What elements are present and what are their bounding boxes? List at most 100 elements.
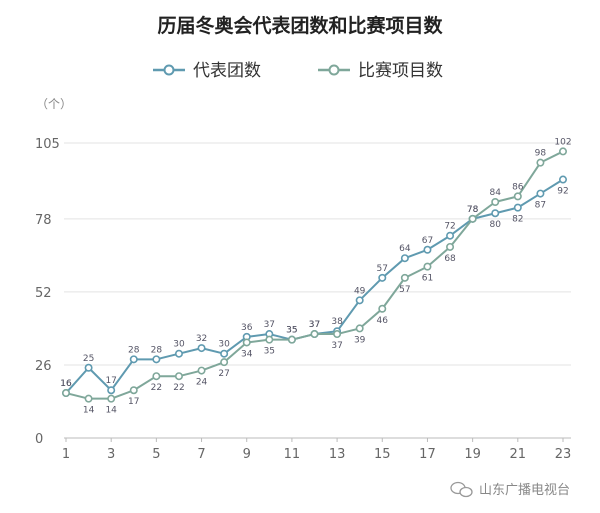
gridlines bbox=[64, 142, 571, 439]
x-tick-label: 5 bbox=[152, 447, 160, 462]
data-point-delegations bbox=[107, 386, 116, 395]
legend: 代表团数 比赛项目数 bbox=[153, 60, 443, 81]
data-point-events bbox=[84, 394, 93, 403]
x-tick-label: 23 bbox=[555, 447, 572, 462]
data-point-events bbox=[400, 273, 409, 282]
y-tick-label: 78 bbox=[35, 213, 52, 228]
data-label-events: 24 bbox=[196, 378, 208, 388]
data-point-events bbox=[513, 192, 522, 201]
data-label-delegations: 82 bbox=[512, 215, 523, 225]
data-point-events bbox=[310, 330, 319, 339]
data-label-events: 61 bbox=[422, 274, 433, 284]
data-label-events: 35 bbox=[286, 326, 297, 336]
data-label-events: 57 bbox=[399, 285, 410, 295]
data-label-delegations: 49 bbox=[354, 286, 366, 296]
y-tick-label: 105 bbox=[35, 137, 60, 152]
data-point-events bbox=[220, 358, 229, 367]
watermark: 山东广播电视台 bbox=[450, 481, 570, 498]
x-tick-label: 11 bbox=[284, 447, 301, 462]
series-line-delegations bbox=[65, 178, 564, 394]
data-point-delegations bbox=[220, 349, 229, 358]
y-tick-label: 26 bbox=[35, 359, 52, 374]
data-label-events: 14 bbox=[105, 406, 117, 416]
data-label-events: 27 bbox=[218, 369, 229, 379]
data-label-delegations: 92 bbox=[557, 187, 568, 197]
x-tick-label: 13 bbox=[329, 447, 346, 462]
data-point-delegations bbox=[378, 273, 387, 282]
data-label-delegations: 78 bbox=[467, 205, 479, 215]
watermark-text: 山东广播电视台 bbox=[479, 483, 570, 498]
data-point-delegations bbox=[174, 349, 183, 358]
data-point-events bbox=[152, 372, 161, 381]
y-tick-label: 52 bbox=[35, 286, 52, 301]
data-label-events: 37 bbox=[331, 341, 342, 351]
x-tick-label: 19 bbox=[464, 447, 481, 462]
data-point-delegations bbox=[355, 296, 364, 305]
data-label-delegations: 38 bbox=[331, 317, 343, 327]
data-point-events bbox=[558, 147, 567, 156]
data-label-events: 22 bbox=[151, 383, 162, 393]
data-label-events: 84 bbox=[490, 188, 502, 198]
legend-label-events: 比赛项目数 bbox=[358, 60, 443, 81]
data-point-delegations bbox=[446, 231, 455, 240]
data-point-events bbox=[378, 304, 387, 313]
data-label-delegations: 30 bbox=[218, 340, 230, 350]
data-point-events bbox=[107, 394, 116, 403]
data-labels: 16 25 17 28 28 30 32 30 36 37 35 37 38 49 57 64 67 72 78 80… bbox=[60, 137, 571, 415]
x-tick-label: 3 bbox=[107, 447, 115, 462]
data-point-events bbox=[446, 242, 455, 251]
legend-marker-events bbox=[328, 64, 340, 76]
data-label-events: 46 bbox=[377, 316, 389, 326]
data-label-delegations: 57 bbox=[377, 264, 388, 274]
data-label-events: 68 bbox=[444, 254, 456, 264]
data-point-delegations bbox=[84, 363, 93, 372]
data-point-delegations bbox=[197, 344, 206, 353]
data-point-events bbox=[423, 262, 432, 271]
data-label-delegations: 64 bbox=[399, 244, 411, 254]
data-label-events: 17 bbox=[128, 397, 139, 407]
data-label-events: 37 bbox=[309, 320, 320, 330]
data-label-events: 78 bbox=[467, 205, 479, 215]
data-label-delegations: 67 bbox=[422, 236, 433, 246]
data-label-delegations: 28 bbox=[128, 345, 140, 355]
x-tick-label: 7 bbox=[197, 447, 205, 462]
data-point-events bbox=[265, 335, 274, 344]
data-label-events: 14 bbox=[83, 406, 95, 416]
data-point-events bbox=[129, 386, 138, 395]
x-tick-label: 17 bbox=[419, 447, 436, 462]
data-label-delegations: 87 bbox=[535, 201, 546, 211]
x-tick-label: 15 bbox=[374, 447, 391, 462]
y-tick-label: 0 bbox=[35, 432, 43, 447]
series bbox=[61, 147, 567, 403]
data-point-events bbox=[355, 324, 364, 333]
data-point-delegations bbox=[558, 175, 567, 184]
legend-item-delegations: 代表团数 bbox=[153, 61, 261, 81]
x-axis-ticks: 1 3 5 7 9 11 13 15 17 19 21 23 bbox=[62, 438, 571, 462]
y-axis-ticks: 0 26 52 78 105 bbox=[35, 137, 60, 447]
data-point-delegations bbox=[491, 209, 500, 218]
x-tick-label: 21 bbox=[510, 447, 527, 462]
x-tick-label: 9 bbox=[243, 447, 251, 462]
y-axis-unit: （个） bbox=[36, 97, 72, 111]
data-point-delegations bbox=[536, 189, 545, 198]
data-point-delegations bbox=[423, 245, 432, 254]
data-label-delegations: 35 bbox=[286, 326, 297, 336]
data-label-delegations: 36 bbox=[241, 323, 253, 333]
data-point-events bbox=[61, 389, 70, 398]
data-point-delegations bbox=[513, 203, 522, 212]
series-line-events bbox=[65, 150, 564, 400]
x-tick-label: 1 bbox=[62, 447, 70, 462]
data-point-events bbox=[491, 198, 500, 207]
data-label-events: 16 bbox=[60, 379, 72, 389]
data-label-events: 35 bbox=[264, 347, 275, 357]
data-label-delegations: 37 bbox=[264, 320, 275, 330]
data-label-delegations: 72 bbox=[444, 222, 455, 232]
data-point-events bbox=[174, 372, 183, 381]
data-point-delegations bbox=[152, 355, 161, 364]
chart-title: 历届冬奥会代表团数和比赛项目数 bbox=[157, 14, 443, 37]
legend-item-events: 比赛项目数 bbox=[318, 60, 443, 81]
data-label-delegations: 80 bbox=[490, 220, 502, 230]
data-label-events: 98 bbox=[535, 149, 547, 159]
data-point-events bbox=[242, 338, 251, 347]
